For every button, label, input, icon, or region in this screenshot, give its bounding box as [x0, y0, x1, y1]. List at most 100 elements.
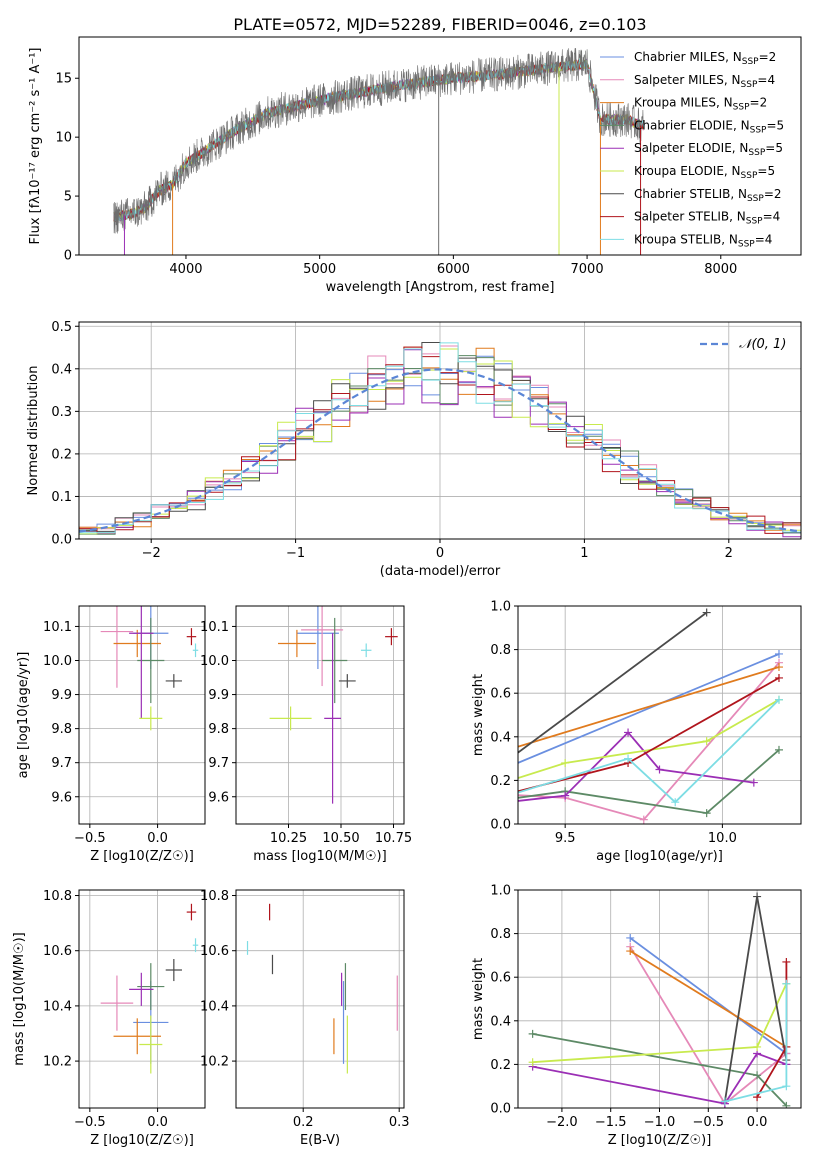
x-axis-label: Z [log10(Z/Z☉)]	[90, 1133, 194, 1148]
y-tick-label: 0.8	[490, 643, 511, 658]
age_vs_mass-frame	[235, 605, 405, 825]
x-tick-label: 10.0	[708, 831, 737, 846]
weight-line-kroupa_miles	[518, 666, 780, 748]
weight-marker-chabrier_miles	[626, 933, 635, 942]
x-axis-label: Z [log10(Z/Z☉)]	[608, 1133, 712, 1148]
weight-marker-kroupa_elodie	[753, 1042, 762, 1051]
y-tick-label: 0.6	[490, 971, 511, 986]
y-tick-label: 9.9	[51, 688, 72, 703]
x-tick-label: 10.75	[375, 831, 412, 846]
histogram-kroupa_stelib	[79, 342, 801, 539]
x-tick-label: 10.50	[322, 831, 359, 846]
weight-marker-kroupa_stelib	[782, 1082, 791, 1091]
mass_vs_ebv-frame	[235, 889, 405, 1109]
y-tick-label: 10	[55, 131, 72, 146]
y-tick-label: 0	[64, 249, 72, 264]
weight-marker-chabrier_stelib	[702, 608, 711, 617]
weight-marker-kroupa_elodie	[561, 758, 570, 767]
mass_vs_Z-frame	[78, 889, 206, 1109]
y-tick-label: 15	[55, 72, 72, 87]
weight-marker-salpeter_stelib	[774, 673, 783, 682]
x-tick-label: −1.0	[644, 1115, 676, 1130]
weight-marker-kroupa_stelib	[624, 754, 633, 763]
weight-marker-kroupa_stelib	[483, 798, 491, 806]
x-tick-label: −2.0	[546, 1115, 578, 1130]
x-axis-label: mass [log10(M/M☉)]	[253, 849, 386, 864]
weight_vs_Z-panel: −2.0 −1.5 −1.0 −0.5 0.0 0.0 0.2 0.4 0.6 0.8 1.0 Z […	[471, 884, 802, 1148]
weight-marker-kroupa_stelib	[671, 798, 680, 807]
x-axis-label: (data-model)/error	[380, 564, 501, 579]
age_vs_mass-plot	[269, 606, 398, 804]
weight-marker-kroupa_miles	[461, 759, 469, 767]
weight-marker-salpeter_stelib	[753, 1093, 762, 1102]
weight-line-salpeter_elodie	[518, 731, 754, 802]
weight-marker-chabrier_elodie	[774, 745, 783, 754]
y-tick-label: 0.2	[51, 447, 72, 462]
y-tick-label: 0.8	[490, 927, 511, 942]
x-tick-label: −2	[142, 546, 161, 561]
weight-marker-salpeter_elodie	[404, 809, 412, 817]
y-tick-label: 0.0	[490, 1102, 511, 1117]
y-tick-label: 0.5	[51, 320, 72, 335]
age_vs_Z-panel: −0.5 0.0 9.6 9.7 9.8 9.9 10.0 10.1 Z [log10(Z/Z☉…	[16, 605, 206, 864]
spectrum-plot	[113, 47, 644, 255]
x-tick-label: 2	[725, 546, 733, 561]
y-tick-label: 9.7	[51, 756, 72, 771]
y-tick-label: 0.3	[51, 405, 72, 420]
legend-label: Chabrier STELIB, NSSP=2	[634, 187, 782, 204]
weight-marker-salpeter_elodie	[624, 728, 633, 737]
weight-line-salpeter_miles	[518, 662, 780, 821]
x-tick-label: 0.3	[389, 1115, 410, 1130]
residuals-frame	[78, 321, 802, 540]
age_vs_Z-grid	[79, 606, 205, 824]
age_vs_Z-frame	[78, 605, 206, 825]
model-spectrum-chabrier_miles	[113, 58, 644, 220]
weight-marker-chabrier_elodie	[528, 1029, 537, 1038]
model-spectrum-chabrier_elodie	[113, 57, 644, 222]
x-tick-label: 0	[436, 546, 444, 561]
spectrum-panel: 4000 5000 6000 7000 8000 0 5 10 15 wavelength [An…	[28, 36, 802, 295]
weight-line-chabrier_stelib	[518, 611, 708, 754]
weight-marker-salpeter_stelib	[404, 816, 412, 824]
y-tick-label: 10.4	[43, 999, 72, 1014]
y-tick-label: 10.6	[200, 944, 229, 959]
x-tick-label: 9.5	[555, 831, 576, 846]
y-tick-label: 10.8	[200, 889, 229, 904]
age_vs_mass-grid	[236, 606, 404, 824]
weight_vs_age-panel: 9.5 10.0 0.0 0.2 0.4 0.6 0.8 1.0 age [log10(age/…	[247, 600, 802, 864]
y-axis-label: Normed distribution	[26, 366, 41, 496]
weight-marker-kroupa_elodie	[404, 809, 412, 817]
y-tick-label: 0.1	[51, 490, 72, 505]
y-tick-label: 0.0	[51, 533, 72, 548]
legend-label: Salpeter STELIB, NSSP=4	[634, 210, 780, 227]
model-spectrum-salpeter_elodie	[113, 58, 644, 222]
y-tick-label: 0.0	[490, 818, 511, 833]
weight-marker-salpeter_miles	[639, 815, 648, 824]
y-axis-label: mass [log10(M/M☉)]	[12, 932, 27, 1065]
weight-marker-salpeter_elodie	[247, 816, 255, 824]
x-tick-label: 1	[580, 546, 588, 561]
y-axis-label: Flux [fλ10⁻¹⁷ erg cm⁻² s⁻¹ A⁻¹]	[28, 48, 43, 245]
x-tick-label: 0.0	[147, 831, 168, 846]
y-tick-label: 9.6	[208, 790, 229, 805]
legend-label: Kroupa STELIB, NSSP=4	[634, 232, 772, 249]
y-tick-label: 9.7	[208, 756, 229, 771]
weight_vs_Z-plot	[528, 892, 791, 1108]
x-tick-label: −0.5	[693, 1115, 725, 1130]
y-tick-label: 1.0	[490, 884, 511, 899]
age_vs_mass-panel: 10.25 10.50 10.75 9.6 9.7 9.8 9.9 10.0 10.1 mass …	[200, 605, 412, 864]
residuals-plot	[79, 342, 801, 539]
weight_vs_Z-frame	[517, 889, 802, 1109]
normal-curve	[79, 368, 801, 533]
y-axis-label: age [log10(age/yr)]	[16, 652, 31, 779]
y-tick-label: 0.4	[51, 362, 72, 377]
model-spectrum-salpeter_stelib	[113, 59, 644, 222]
y-tick-label: 9.6	[51, 790, 72, 805]
weight-marker-kroupa_elodie	[702, 737, 711, 746]
weight_vs_age-plot	[247, 608, 783, 824]
y-axis-label: mass weight	[471, 674, 486, 756]
x-axis-label: age [log10(age/yr)]	[596, 849, 723, 864]
weight-marker-kroupa_miles	[774, 663, 783, 672]
x-tick-label: 6000	[437, 262, 470, 277]
